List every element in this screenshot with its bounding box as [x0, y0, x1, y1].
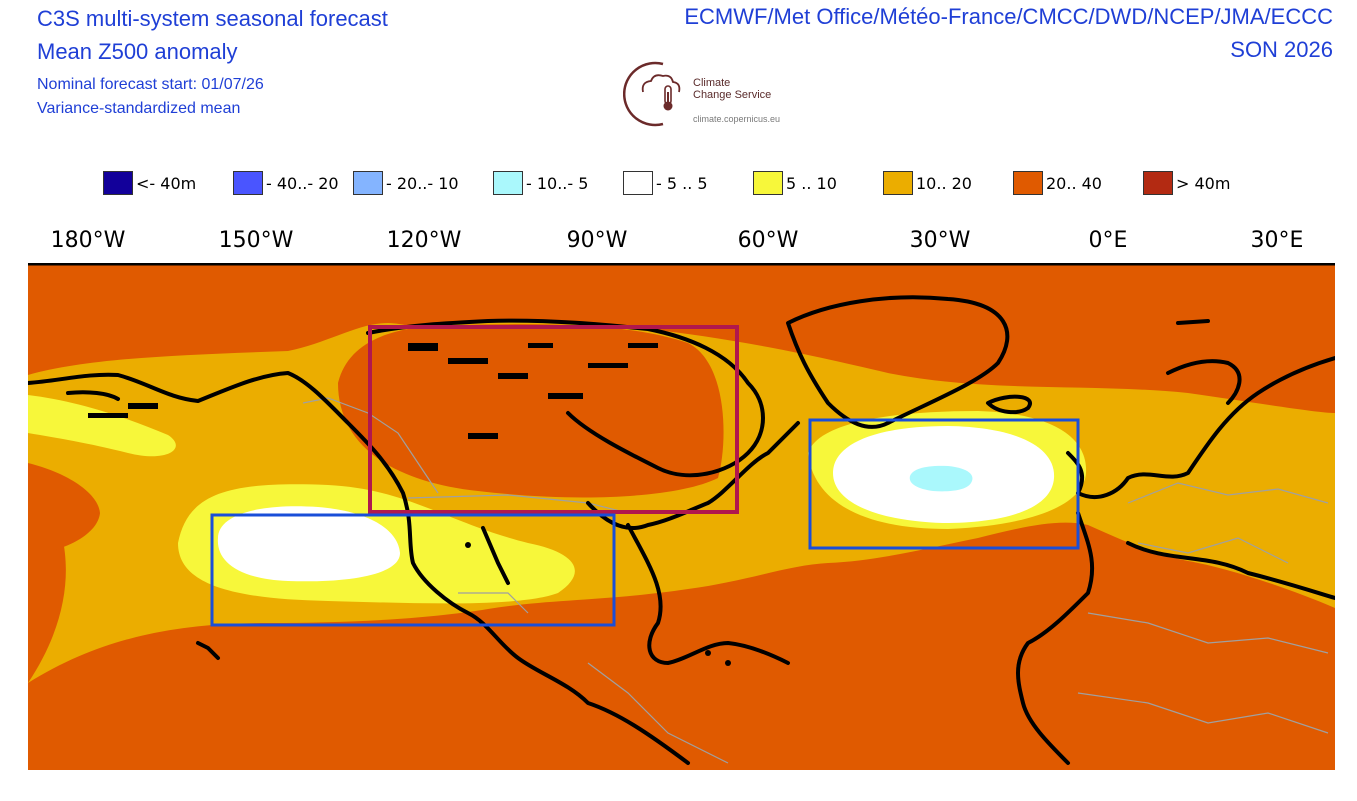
coastlines [28, 295, 1335, 765]
variable-title: Mean Z500 anomaly [37, 39, 238, 64]
title-right: ECMWF/Met Office/Météo-France/CMCC/DWD/N… [684, 6, 1333, 61]
anomaly-band-5-10-west [28, 395, 176, 457]
legend-swatch [1143, 171, 1173, 195]
longitude-tick-label: 150°W [218, 228, 294, 253]
anomaly-band-5-10-negative [909, 465, 973, 492]
longitude-tick-label: 120°W [386, 228, 462, 253]
legend-swatch [353, 171, 383, 195]
region-box-north-atlantic [808, 418, 1080, 550]
longitude-tick-label: 30°E [1250, 228, 1304, 253]
legend-swatch [623, 171, 653, 195]
legend-label: <- 40m [136, 174, 197, 193]
legend-label: - 40..- 20 [266, 174, 339, 193]
legend-label: - 20..- 10 [386, 174, 459, 193]
anomaly-band-20-40-west [28, 463, 100, 555]
legend-swatch [493, 171, 523, 195]
forecast-start: Nominal forecast start: 01/07/26 [37, 76, 264, 93]
islands [88, 343, 731, 666]
thermometer-cloud-logo-icon [623, 61, 681, 127]
c3s-logo: Climate Change Service climate.copernicu… [623, 58, 823, 128]
logo-name: Climate Change Service [693, 77, 771, 101]
legend-label: - 5 .. 5 [656, 174, 708, 193]
legend-label: > 40m [1176, 174, 1231, 193]
anomaly-band-neutral-west [217, 506, 400, 582]
legend-swatch [753, 171, 783, 195]
longitude-axis: 180°W 150°W 120°W 90°W 60°W 30°W 0°E 30°E [0, 228, 1357, 262]
forecast-map [28, 263, 1335, 770]
longitude-tick-label: 90°W [566, 228, 628, 253]
legend-label: 10.. 20 [916, 174, 972, 193]
logo-name-line1: Climate [693, 77, 731, 89]
legend-label: - 10..- 5 [526, 174, 589, 193]
legend-label: 5 .. 10 [786, 174, 837, 193]
region-box-east-pacific [210, 513, 616, 627]
season-label: SON 2026 [1230, 37, 1333, 62]
longitude-tick-label: 60°W [737, 228, 799, 253]
legend-swatch [1013, 171, 1043, 195]
legend-swatch [883, 171, 913, 195]
longitude-tick-label: 0°E [1088, 228, 1128, 253]
mean-type: Variance-standardized mean [37, 100, 241, 117]
longitude-tick-label: 30°W [909, 228, 971, 253]
region-box-north-america [368, 325, 739, 514]
logo-url: climate.copernicus.eu [693, 114, 781, 124]
chart-title: C3S multi-system seasonal forecast [37, 6, 388, 31]
longitude-tick-label: 180°W [50, 228, 126, 253]
title-left: C3S multi-system seasonal forecast Mean … [37, 8, 388, 117]
legend-label: 20.. 40 [1046, 174, 1102, 193]
legend-swatch [233, 171, 263, 195]
model-centres: ECMWF/Met Office/Météo-France/CMCC/DWD/N… [684, 4, 1333, 29]
logo-name-line2: Change Service [693, 89, 772, 101]
legend-swatch [103, 171, 133, 195]
